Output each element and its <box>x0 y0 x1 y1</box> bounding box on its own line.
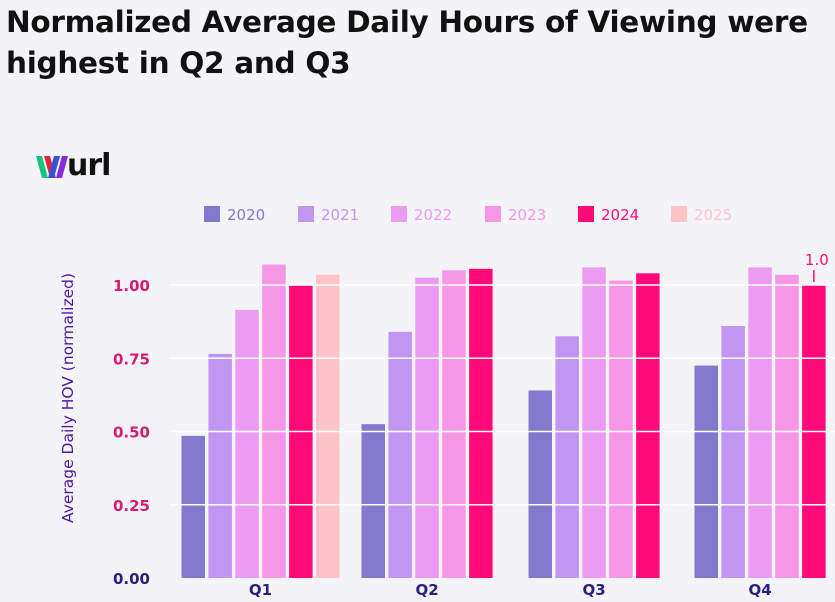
bar-q3-2024 <box>636 273 660 578</box>
y-tick-label: 1.00 <box>113 277 150 295</box>
legend-label-2022: 2022 <box>414 206 452 224</box>
bar-q3-2021 <box>555 336 579 578</box>
y-tick-label: 0.75 <box>113 350 150 368</box>
legend-swatch-2023 <box>485 206 501 222</box>
y-tick-label: 0.50 <box>113 424 150 442</box>
bar-q1-2022 <box>235 309 259 578</box>
legend: 2020 2021 2022 2023 2024 2025 <box>204 206 732 224</box>
y-axis-label: Average Daily HOV (normalized) <box>59 273 77 523</box>
bar-q4-2022 <box>748 267 772 578</box>
logo-w-green <box>36 156 48 178</box>
bar-q1-2020 <box>181 435 205 578</box>
legend-label-2025: 2025 <box>694 206 732 224</box>
plot-area: 1.0 <box>170 251 835 578</box>
y-axis: 0.00 0.25 0.50 0.75 1.00 Average Daily HOV (n… <box>59 273 150 588</box>
x-axis: Q1 Q2 Q3 Q4 <box>249 581 772 599</box>
legend-label-2021: 2021 <box>321 206 359 224</box>
bar-q3-2020 <box>528 390 552 578</box>
logo-text: url <box>67 148 111 183</box>
wurl-logo <box>36 150 126 194</box>
legend-swatch-2022 <box>391 206 407 222</box>
bar-q1-2025 <box>316 274 340 578</box>
x-tick-label: Q4 <box>748 581 771 599</box>
bar-q2-2020 <box>361 424 385 578</box>
bar-q4-2023 <box>775 274 799 578</box>
chart-title: Normalized Average Daily Hours of Viewin… <box>6 5 808 80</box>
legend-label-2023: 2023 <box>508 206 546 224</box>
x-tick-label: Q1 <box>249 581 272 599</box>
bar-q3-2022 <box>582 267 606 578</box>
legend-swatch-2020 <box>204 206 220 222</box>
bar-q1-2021 <box>208 353 232 578</box>
bar-q4-2020 <box>694 365 718 578</box>
x-tick-label: Q3 <box>582 581 605 599</box>
bar-q2-2024 <box>469 268 493 578</box>
legend-swatch-2021 <box>298 206 314 222</box>
y-tick-label: 0.00 <box>113 570 150 588</box>
y-tick-label: 0.25 <box>113 497 150 515</box>
wurl-logo-text: url wurl <box>67 148 111 183</box>
bar-q1-2023 <box>262 264 286 578</box>
legend-swatch-2024 <box>578 206 594 222</box>
legend-label-2020: 2020 <box>227 206 265 224</box>
bar-q4-2021 <box>721 326 745 578</box>
x-tick-label: Q2 <box>415 581 438 599</box>
bar-q2-2023 <box>442 270 466 578</box>
legend-swatch-2025 <box>671 206 687 222</box>
bar-q3-2023 <box>609 280 633 578</box>
logo-w-purple <box>56 156 68 178</box>
logo-w-blue <box>48 156 60 178</box>
bar-q2-2021 <box>388 331 412 578</box>
legend-label-2024: 2024 <box>601 206 639 224</box>
bar-q2-2022 <box>415 277 439 578</box>
annotation-label: 1.0 <box>805 251 829 269</box>
